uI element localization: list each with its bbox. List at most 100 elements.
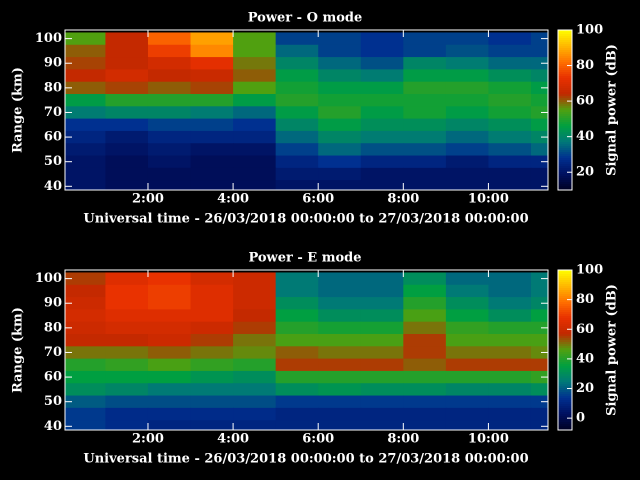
cell xyxy=(190,420,234,430)
colorbar-step xyxy=(558,54,572,57)
cell xyxy=(445,81,489,95)
cell xyxy=(530,81,548,95)
colorbar-step xyxy=(558,92,572,95)
cell xyxy=(65,309,106,323)
cell xyxy=(65,395,106,409)
cell xyxy=(360,395,404,409)
colorbar-step xyxy=(558,422,572,425)
colorbar-step xyxy=(558,146,572,149)
colorbar-step xyxy=(558,132,572,135)
cell xyxy=(233,130,277,144)
colorbar-tick-label: 100 xyxy=(576,263,603,278)
cell xyxy=(65,143,106,157)
cell xyxy=(275,297,319,310)
colorbar-tick-label: 100 xyxy=(576,23,603,38)
cell xyxy=(360,143,404,157)
cell xyxy=(318,309,362,323)
cell xyxy=(403,420,447,430)
colorbar-step xyxy=(558,298,572,301)
cell xyxy=(65,407,106,421)
cell xyxy=(147,297,192,310)
colorbar-tick-label: 0 xyxy=(576,411,585,426)
colorbar-step xyxy=(558,110,572,113)
cell xyxy=(275,407,319,421)
cell xyxy=(147,180,192,190)
cell xyxy=(318,81,362,95)
cell xyxy=(488,346,532,360)
cell xyxy=(318,106,362,120)
plot-frame xyxy=(64,29,549,191)
colorbar-step xyxy=(558,138,572,141)
cell xyxy=(403,297,447,310)
colorbar-step xyxy=(558,42,572,45)
colorbar-step xyxy=(558,144,572,147)
cell xyxy=(403,180,447,190)
cell xyxy=(233,309,277,323)
colorbar-step xyxy=(558,94,572,97)
cell xyxy=(530,106,548,120)
colorbar-step xyxy=(558,116,572,119)
cell xyxy=(190,130,234,144)
cell xyxy=(105,346,149,360)
colorbar-step xyxy=(558,62,572,65)
cell xyxy=(445,272,489,286)
cell xyxy=(360,32,404,46)
colorbar-step xyxy=(558,336,572,339)
heatmap xyxy=(65,32,548,190)
x-tick-label: 8:00 xyxy=(387,432,419,447)
colorbar-step xyxy=(558,386,572,389)
cell xyxy=(233,383,277,397)
colorbar-step xyxy=(558,48,572,51)
cell xyxy=(318,180,362,190)
colorbar-step xyxy=(558,358,572,361)
colorbar-step xyxy=(558,126,572,129)
colorbar-step xyxy=(558,286,572,289)
colorbar-step xyxy=(558,282,572,285)
colorbar-step xyxy=(558,64,572,67)
cell xyxy=(530,358,548,372)
cell xyxy=(233,395,277,409)
cell xyxy=(105,370,149,384)
cell xyxy=(360,284,404,298)
cell xyxy=(233,407,277,421)
cell xyxy=(360,180,404,190)
colorbar-step xyxy=(558,394,572,397)
colorbar-step xyxy=(558,172,572,175)
cell xyxy=(318,407,362,421)
cell xyxy=(445,155,489,169)
cell xyxy=(488,118,532,132)
cell xyxy=(445,370,489,384)
cell xyxy=(105,297,149,310)
cell xyxy=(403,106,447,120)
cell xyxy=(530,370,548,384)
cell xyxy=(65,370,106,384)
cell xyxy=(530,155,548,169)
cell xyxy=(65,155,106,169)
cell xyxy=(190,155,234,169)
colorbar-step xyxy=(558,378,572,381)
colorbar-step xyxy=(558,50,572,53)
cell xyxy=(403,155,447,169)
cell xyxy=(530,57,548,70)
cell xyxy=(65,118,106,132)
colorbar-step xyxy=(558,176,572,179)
colorbar-step xyxy=(558,68,572,71)
colorbar-step xyxy=(558,332,572,335)
cell xyxy=(65,167,106,181)
colorbar-step xyxy=(558,52,572,55)
cell xyxy=(318,44,362,58)
colorbar-step xyxy=(558,354,572,357)
cell xyxy=(190,297,234,310)
colorbar-step xyxy=(558,308,572,311)
cell xyxy=(488,167,532,181)
cell xyxy=(360,321,404,335)
colorbar-step xyxy=(558,276,572,279)
colorbar-step xyxy=(558,40,572,43)
colorbar-step xyxy=(558,90,572,93)
cell xyxy=(190,118,234,132)
cell xyxy=(65,383,106,397)
cell xyxy=(190,334,234,347)
cell xyxy=(233,44,277,58)
cell xyxy=(65,346,106,360)
colorbar-step xyxy=(558,120,572,123)
